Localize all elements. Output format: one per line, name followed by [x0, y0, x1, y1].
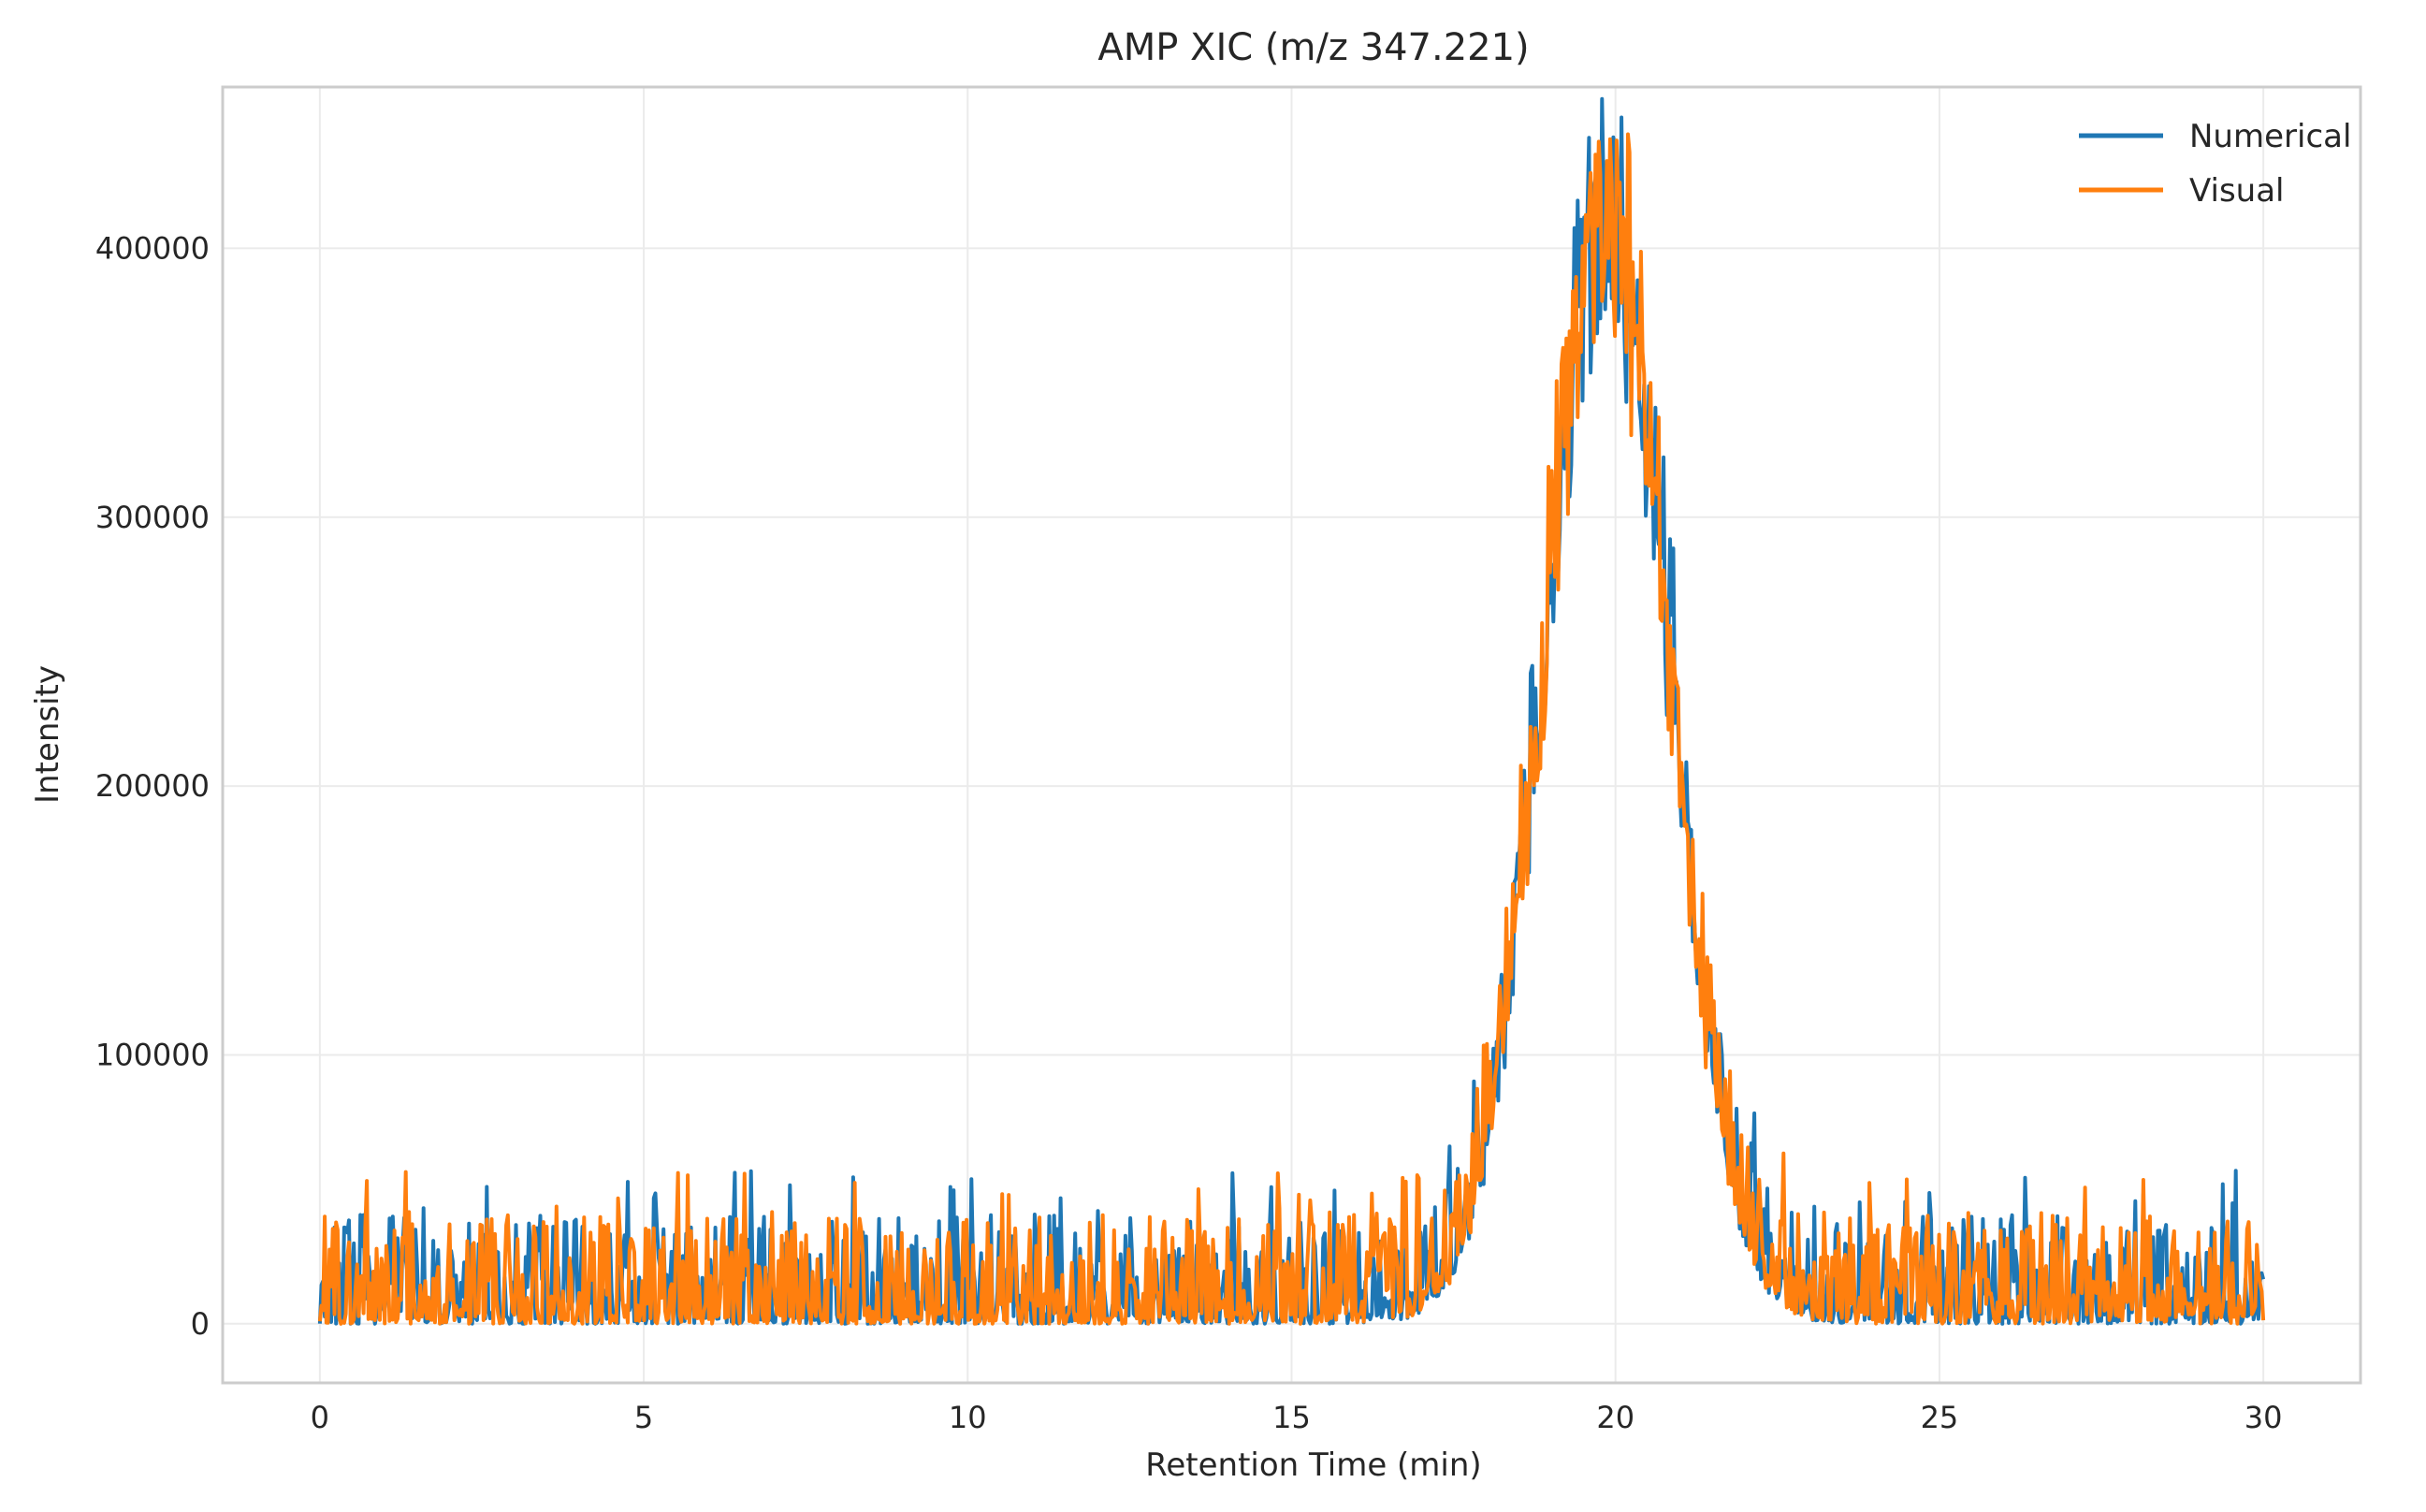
- legend: Numerical Visual: [2079, 118, 2351, 210]
- x-axis-label: Retention Time (min): [1145, 1447, 1481, 1484]
- y-tick-label: 200000: [95, 768, 210, 804]
- plot-frame: [221, 85, 2362, 1385]
- x-tick-labels: 0 5 10 15 20 25 30: [311, 1400, 2283, 1435]
- y-tick-label: 100000: [95, 1037, 210, 1072]
- legend-label-numerical: Numerical: [2189, 118, 2351, 155]
- y-tick-label: 400000: [95, 230, 210, 266]
- x-tick-label: 30: [2244, 1400, 2283, 1435]
- series-layer: [317, 96, 2266, 1326]
- grid-lines: [223, 87, 2361, 1383]
- x-tick-label: 15: [1272, 1400, 1311, 1435]
- x-tick-label: 25: [1921, 1400, 1959, 1435]
- x-tick-label: 10: [949, 1400, 987, 1435]
- series-line-visual: [317, 132, 2266, 1326]
- x-tick-label: 0: [311, 1400, 329, 1435]
- y-tick-labels: 0 100000 200000 300000 400000: [95, 230, 210, 1341]
- x-tick-label: 5: [634, 1400, 653, 1435]
- chart-title: AMP XIC (m/z 347.221): [1097, 26, 1529, 69]
- y-tick-label: 0: [191, 1306, 210, 1342]
- x-tick-label: 20: [1596, 1400, 1634, 1435]
- y-tick-label: 300000: [95, 500, 210, 535]
- y-axis-label: Intensity: [29, 665, 66, 804]
- legend-label-visual: Visual: [2189, 172, 2285, 210]
